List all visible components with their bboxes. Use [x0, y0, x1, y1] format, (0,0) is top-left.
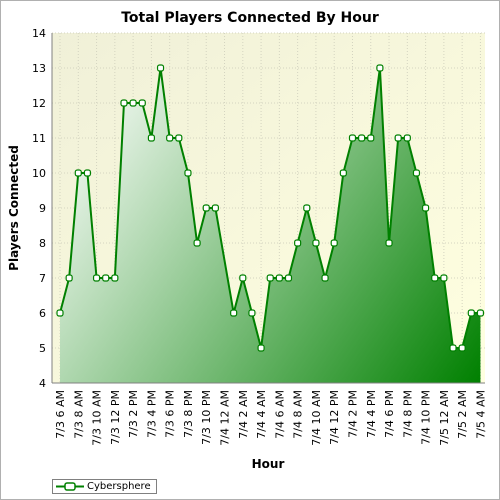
x-tick-label: 7/5 2 AM — [456, 390, 469, 439]
x-tick-label: 7/4 12 PM — [328, 390, 341, 445]
x-tick-label: 7/3 2 PM — [127, 390, 140, 438]
data-point — [156, 64, 165, 72]
x-tick-label: 7/4 6 PM — [383, 390, 396, 438]
x-tick-label: 7/3 10 PM — [200, 390, 213, 445]
data-point — [440, 274, 448, 282]
data-point — [422, 204, 430, 212]
data-point — [166, 134, 174, 142]
data-point — [376, 64, 384, 72]
data-point — [175, 134, 183, 142]
x-tick-label: 7/4 12 AM — [219, 390, 232, 446]
data-point — [348, 134, 357, 142]
legend-swatch — [56, 482, 84, 491]
legend: Cybersphere — [52, 479, 157, 494]
y-tick-label: 12 — [32, 97, 46, 110]
data-point — [339, 169, 347, 177]
x-tick-label: 7/3 6 AM — [54, 390, 67, 439]
data-point — [458, 344, 466, 352]
y-tick-label: 7 — [39, 272, 46, 285]
data-point — [367, 134, 375, 142]
data-point — [476, 309, 485, 317]
data-point — [403, 134, 411, 142]
x-tick-label: 7/4 8 AM — [292, 390, 305, 439]
y-tick-labels: 4 5 6 7 8 9 10 11 12 13 14 — [32, 27, 46, 390]
series-markers — [56, 64, 485, 352]
data-point — [275, 274, 283, 282]
data-point — [65, 274, 73, 282]
data-point — [394, 134, 402, 142]
x-tick-label: 7/5 4 AM — [474, 390, 487, 439]
y-tick-label: 9 — [39, 202, 46, 215]
data-point — [83, 169, 92, 177]
data-point — [431, 274, 439, 282]
data-point — [102, 274, 110, 282]
data-point — [248, 309, 256, 317]
x-tick-label: 7/4 10 AM — [310, 390, 323, 446]
y-tick-label: 11 — [32, 132, 46, 145]
x-tick-label: 7/4 2 PM — [346, 390, 359, 438]
x-tick-label: 7/4 2 AM — [237, 390, 250, 439]
data-point — [412, 169, 421, 177]
x-tick-label: 7/3 6 PM — [164, 390, 177, 438]
data-point — [257, 344, 265, 352]
y-tick-label: 13 — [32, 62, 46, 75]
legend-label: Cybersphere — [87, 481, 151, 492]
y-tick-label: 10 — [32, 167, 46, 180]
data-point — [449, 344, 457, 352]
data-point — [358, 134, 366, 142]
x-tick-label: 7/3 12 PM — [109, 390, 122, 445]
data-point — [202, 204, 210, 212]
data-point — [294, 239, 302, 247]
data-point — [74, 169, 82, 177]
x-tick-label: 7/4 4 AM — [255, 390, 268, 439]
data-point — [129, 99, 137, 107]
series-area-fill — [60, 68, 481, 383]
chart-title: Total Players Connected By Hour — [121, 10, 379, 26]
data-point — [239, 274, 247, 282]
data-point — [266, 274, 274, 282]
y-tick-label: 8 — [39, 237, 46, 250]
y-tick-label: 5 — [39, 342, 46, 355]
data-point — [138, 99, 146, 107]
data-point — [230, 309, 238, 317]
data-point — [284, 274, 293, 282]
y-tick-label: 14 — [32, 27, 46, 40]
series-area — [59, 67, 481, 383]
x-tick-label: 7/3 8 AM — [72, 390, 85, 439]
data-point — [303, 204, 311, 212]
data-point — [147, 134, 155, 142]
data-point — [184, 169, 192, 177]
y-tick-label: 6 — [39, 307, 46, 320]
y-axis-title: Players Connected — [7, 145, 21, 271]
x-tick-labels: 7/3 6 AM 7/3 8 AM 7/3 10 AM 7/3 12 PM 7/3 2 … — [54, 390, 487, 446]
y-tick-label: 4 — [39, 377, 46, 390]
data-point — [92, 274, 101, 282]
x-tick-label: 7/4 8 PM — [401, 390, 414, 438]
x-tick-label: 7/4 4 PM — [365, 390, 378, 438]
series-line — [59, 67, 481, 349]
x-tick-label: 7/4 10 PM — [420, 390, 433, 445]
data-point — [467, 309, 475, 317]
data-point — [120, 99, 128, 107]
x-tick-label: 7/3 8 PM — [182, 390, 195, 438]
data-point — [193, 239, 201, 247]
data-point — [330, 239, 338, 247]
x-tick-label: 7/4 6 AM — [273, 390, 286, 439]
x-tick-label: 7/3 4 PM — [145, 390, 158, 438]
data-point — [56, 309, 64, 317]
data-point — [321, 274, 329, 282]
x-axis-title: Hour — [252, 457, 285, 471]
x-tick-label: 7/5 12 AM — [438, 390, 451, 446]
data-point — [211, 204, 219, 212]
x-tick-label: 7/3 10 AM — [91, 390, 104, 446]
data-point — [312, 239, 320, 247]
data-point — [111, 274, 119, 282]
data-point — [385, 239, 393, 247]
